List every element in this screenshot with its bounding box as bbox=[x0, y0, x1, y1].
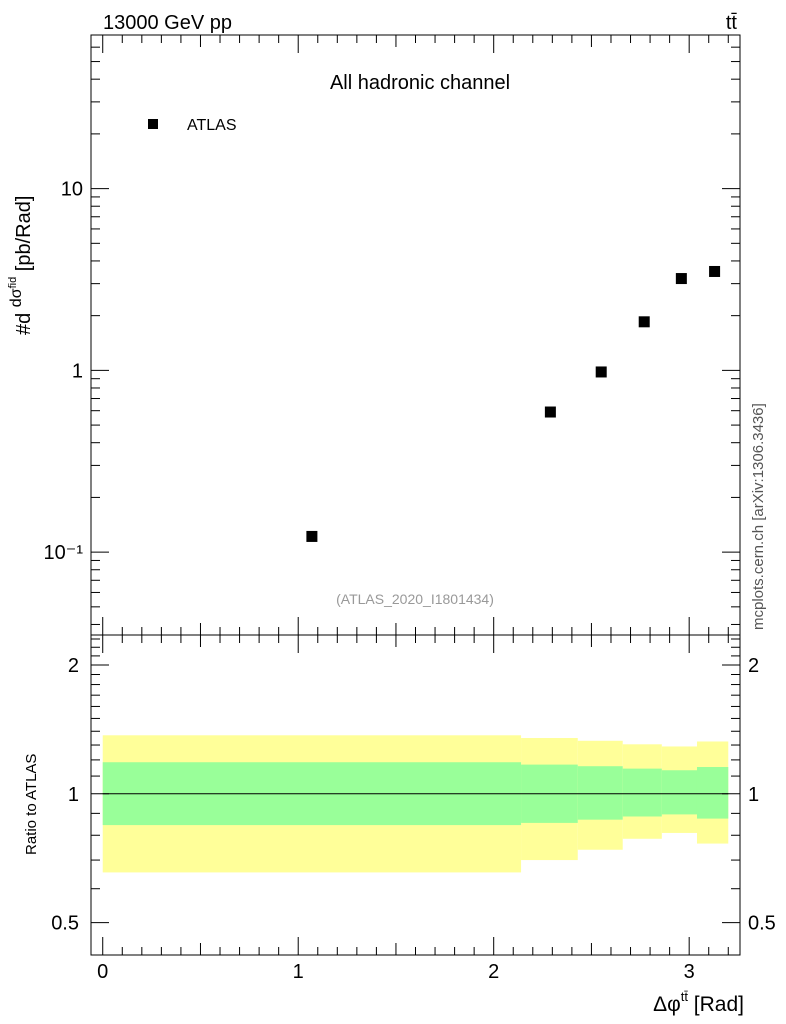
stat-uncertainty-band bbox=[696, 767, 729, 819]
ratio-y-tick-label-right: 1 bbox=[748, 784, 759, 806]
main-y-tick-label: 1 bbox=[72, 360, 83, 382]
main-panel: All hadronic channel (ATLAS_2020_I180143… bbox=[0, 34, 741, 636]
data-point-atlas bbox=[675, 273, 687, 285]
data-point-atlas bbox=[709, 265, 721, 277]
ratio-ticks: 0.5 0.5 1 1 2 2 0 1 2 3 bbox=[51, 635, 776, 983]
legend-marker-atlas bbox=[148, 119, 158, 129]
ratio-panel: 0.5 0.5 1 1 2 2 0 1 2 3 Ratio to ATLAS bbox=[23, 634, 776, 983]
x-tick-label: 2 bbox=[488, 961, 499, 983]
legend-label-atlas: ATLAS bbox=[187, 117, 237, 134]
ratio-y-tick-label-left: 0.5 bbox=[51, 913, 79, 935]
ratio-bands bbox=[102, 735, 729, 873]
energy-label: 13000 GeV pp bbox=[103, 12, 232, 34]
x-axis-label: Δφtt̄ [Rad] bbox=[653, 989, 744, 1016]
main-title: All hadronic channel bbox=[330, 72, 510, 94]
svg-text:Δφtt̄ [Rad]: Δφtt̄ [Rad] bbox=[653, 989, 744, 1016]
main-ticks: 10⁻¹ 1 10 bbox=[44, 34, 740, 635]
data-point-atlas bbox=[306, 530, 318, 542]
ratio-y-axis-label: Ratio to ATLAS bbox=[23, 754, 40, 855]
stat-uncertainty-band bbox=[661, 770, 697, 815]
ratio-y-tick-label-right: 2 bbox=[748, 655, 759, 677]
svg-text:#d dσfid [pb/: #d dσfid [pb/Rad] bbox=[0, 196, 35, 335]
stat-uncertainty-band bbox=[577, 766, 623, 820]
stat-uncertainty-band bbox=[622, 768, 662, 817]
process-label: tt̄ bbox=[726, 12, 738, 34]
x-tick-label: 0 bbox=[97, 961, 108, 983]
analysis-label: (ATLAS_2020_I1801434) bbox=[336, 591, 494, 607]
data-point-atlas bbox=[595, 366, 607, 378]
ratio-y-tick-label-left: 1 bbox=[68, 784, 79, 806]
ratio-y-tick-label-left: 2 bbox=[68, 655, 79, 677]
ratio-y-tick-label-right: 0.5 bbox=[748, 913, 776, 935]
x-tick-label: 1 bbox=[293, 961, 304, 983]
data-point-atlas bbox=[544, 406, 556, 418]
main-y-tick-label: 10 bbox=[61, 179, 83, 201]
main-y-tick-label: 10⁻¹ bbox=[44, 542, 84, 564]
data-point-atlas bbox=[638, 316, 650, 328]
side-label: mcplots.cern.ch [arXiv:1306.3436] bbox=[750, 403, 767, 630]
x-tick-label: 3 bbox=[684, 961, 695, 983]
main-y-axis-label: #d dσfid [pb/Rad] bbox=[0, 196, 35, 335]
main-points bbox=[306, 265, 721, 542]
